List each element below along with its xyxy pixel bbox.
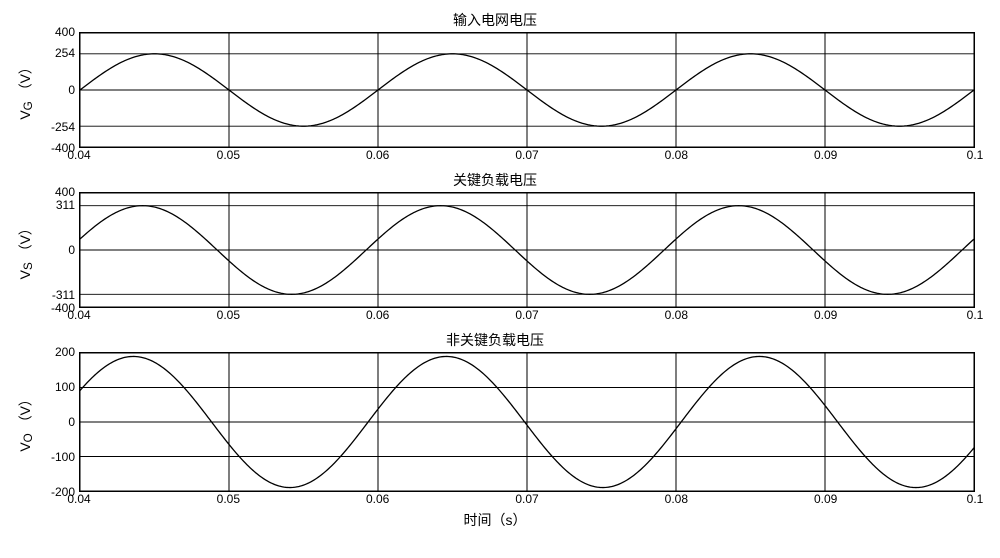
yaxis: -400-3110311400 xyxy=(37,192,79,308)
ylabel: VG （V） xyxy=(15,60,37,120)
xtick: 0.1 xyxy=(967,308,984,322)
xtick: 0.06 xyxy=(366,492,389,506)
xtick: 0.08 xyxy=(665,308,688,322)
xtick: 0.09 xyxy=(814,148,837,162)
ytick: 200 xyxy=(55,345,75,359)
chart-title: 非关键负载电压 xyxy=(15,330,975,350)
xaxis: 0.040.050.060.070.080.090.1 xyxy=(79,308,975,324)
panel-vg: 输入电网电压 VG （V） -400-2540254400 0.040.050.… xyxy=(15,10,975,164)
xtick: 0.05 xyxy=(217,148,240,162)
plot-area xyxy=(79,32,975,148)
xtick: 0.07 xyxy=(515,492,538,506)
ytick: -311 xyxy=(52,288,75,302)
xtick: 0.1 xyxy=(967,492,984,506)
xaxis: 0.040.050.060.070.080.090.1 xyxy=(79,148,975,164)
ytick: -100 xyxy=(51,450,75,464)
xaxis: 0.040.050.060.070.080.090.1 xyxy=(79,492,975,508)
xtick: 0.05 xyxy=(217,308,240,322)
xtick: 0.07 xyxy=(515,148,538,162)
xtick: 0.09 xyxy=(814,308,837,322)
xtick: 0.07 xyxy=(515,308,538,322)
xtick: 0.05 xyxy=(217,492,240,506)
ylabel: VS （V） xyxy=(15,221,37,279)
ytick: 0 xyxy=(68,83,75,97)
plot-area xyxy=(79,352,975,492)
xtick: 0.06 xyxy=(366,308,389,322)
xtick: 0.06 xyxy=(366,148,389,162)
ytick: 0 xyxy=(68,243,75,257)
panel-vs: 关键负载电压 VS （V） -400-3110311400 0.040.050.… xyxy=(15,170,975,324)
ytick: 254 xyxy=(55,46,75,60)
chart-title: 关键负载电压 xyxy=(15,170,975,190)
xtick: 0.1 xyxy=(967,148,984,162)
plot-area xyxy=(79,192,975,308)
xtick: 0.04 xyxy=(67,492,90,506)
ytick: 311 xyxy=(56,198,75,212)
xtick: 0.08 xyxy=(665,492,688,506)
ylabel: VO （V） xyxy=(15,392,37,452)
yaxis: -400-2540254400 xyxy=(37,32,79,148)
ytick: 400 xyxy=(55,185,75,199)
ytick: -254 xyxy=(51,120,75,134)
panel-vo: 非关键负载电压 VO （V） -200-1000100200 0.040.050… xyxy=(15,330,975,530)
ytick: 400 xyxy=(55,25,75,39)
xtick: 0.09 xyxy=(814,492,837,506)
chart-title: 输入电网电压 xyxy=(15,10,975,30)
xtick: 0.04 xyxy=(67,308,90,322)
ytick: 0 xyxy=(68,415,75,429)
xtick: 0.04 xyxy=(67,148,90,162)
ytick: 100 xyxy=(55,380,75,394)
xtick: 0.08 xyxy=(665,148,688,162)
xlabel: 时间（s） xyxy=(15,510,975,530)
yaxis: -200-1000100200 xyxy=(37,352,79,492)
